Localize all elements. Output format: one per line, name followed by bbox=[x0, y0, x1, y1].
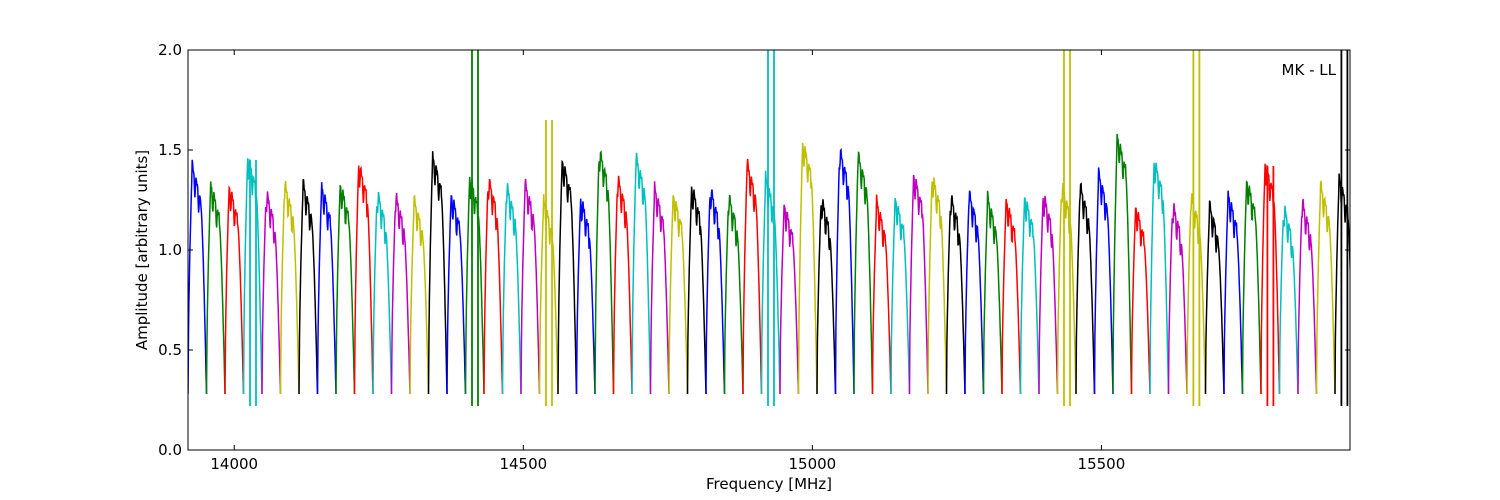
annotation-label: MK - LL bbox=[1282, 61, 1337, 79]
series-line-band-51 bbox=[1130, 207, 1151, 395]
series-line-band-16 bbox=[483, 178, 504, 395]
series-line-band-50 bbox=[1112, 133, 1133, 395]
y-tick-label-2: 1.0 bbox=[158, 241, 182, 259]
series-line-band-6 bbox=[298, 178, 319, 395]
series-line-band-33 bbox=[797, 142, 818, 395]
series-line-band-60 bbox=[1297, 198, 1318, 395]
series-line-band-17 bbox=[501, 183, 522, 395]
series-line-band-25 bbox=[649, 181, 670, 395]
series-line-band-58 bbox=[1260, 163, 1281, 395]
series-line-band-54 bbox=[1186, 193, 1207, 395]
series-line-band-43 bbox=[982, 190, 1003, 395]
x-tick-label-2: 15000 bbox=[788, 455, 836, 473]
series-line-band-12 bbox=[409, 195, 430, 395]
series-line-band-41 bbox=[945, 195, 966, 395]
series-line-band-52 bbox=[1149, 162, 1170, 395]
series-group bbox=[188, 50, 1350, 406]
series-line-band-40 bbox=[927, 177, 948, 395]
series-line-band-56 bbox=[1223, 190, 1244, 395]
series-line-band-21 bbox=[575, 198, 596, 395]
series-line-band-5 bbox=[279, 181, 300, 395]
series-line-band-1 bbox=[205, 181, 226, 395]
series-line-band-62 bbox=[1334, 173, 1350, 395]
series-line-band-23 bbox=[612, 175, 633, 395]
series-line-band-7 bbox=[316, 182, 337, 395]
series-line-band-31 bbox=[760, 170, 781, 395]
x-tick-label-1: 14500 bbox=[499, 455, 547, 473]
series-line-band-22 bbox=[594, 150, 615, 395]
series-line-band-27 bbox=[686, 186, 707, 395]
series-line-band-14 bbox=[446, 195, 467, 395]
series-line-band-53 bbox=[1167, 203, 1188, 395]
series-line-band-18 bbox=[520, 178, 541, 395]
series-line-band-59 bbox=[1278, 205, 1299, 395]
series-line-band-38 bbox=[890, 197, 911, 395]
series-line-band-61 bbox=[1315, 180, 1336, 395]
plot-frame bbox=[187, 49, 1351, 451]
series-line-band-48 bbox=[1075, 182, 1096, 395]
y-axis-label: Amplitude [arbitrary units] bbox=[133, 150, 151, 350]
series-line-band-10 bbox=[372, 191, 393, 395]
series-line-band-29 bbox=[723, 194, 744, 395]
y-tick-label-0: 0.0 bbox=[158, 441, 182, 459]
x-axis-label: Frequency [MHz] bbox=[706, 475, 832, 493]
series-line-band-45 bbox=[1019, 197, 1040, 395]
series-line-band-11 bbox=[390, 192, 411, 395]
series-line-band-20 bbox=[557, 159, 578, 395]
series-line-band-26 bbox=[668, 195, 689, 395]
series-line-band-3 bbox=[242, 158, 263, 395]
series-line-band-8 bbox=[335, 184, 356, 395]
series-line-band-36 bbox=[853, 151, 874, 395]
series-line-band-39 bbox=[908, 174, 929, 395]
series-line-band-15 bbox=[464, 176, 485, 395]
series-line-band-0 bbox=[188, 159, 208, 395]
series-line-band-57 bbox=[1241, 180, 1262, 395]
series-line-band-46 bbox=[1038, 195, 1059, 395]
series-line-band-24 bbox=[631, 152, 652, 395]
series-line-band-34 bbox=[816, 199, 837, 395]
series-line-band-30 bbox=[742, 158, 763, 395]
x-tick-label-3: 15500 bbox=[1078, 455, 1126, 473]
series-line-band-47 bbox=[1056, 183, 1077, 395]
x-tick-label-0: 14000 bbox=[210, 455, 258, 473]
series-line-band-37 bbox=[871, 194, 892, 395]
y-tick-label-1: 0.5 bbox=[158, 341, 182, 359]
series-line-band-4 bbox=[261, 191, 282, 395]
series-line-band-13 bbox=[427, 151, 448, 395]
y-tick-label-4: 2.0 bbox=[158, 41, 182, 59]
series-line-band-35 bbox=[834, 147, 855, 395]
axis-ticks: 14000 14500 15000 15500 0.0 0.5 1.0 1.5 2.0 bbox=[158, 41, 1350, 473]
y-tick-label-3: 1.5 bbox=[158, 141, 182, 159]
series-line-band-19 bbox=[538, 194, 559, 395]
series-line-band-42 bbox=[964, 190, 985, 395]
series-line-band-28 bbox=[705, 189, 726, 395]
series-line-band-9 bbox=[353, 165, 374, 395]
series-line-band-55 bbox=[1204, 200, 1225, 395]
series-line-band-2 bbox=[224, 185, 245, 395]
series-line-band-44 bbox=[1001, 198, 1022, 395]
series-line-band-49 bbox=[1093, 167, 1114, 395]
series-line-band-32 bbox=[779, 204, 800, 395]
